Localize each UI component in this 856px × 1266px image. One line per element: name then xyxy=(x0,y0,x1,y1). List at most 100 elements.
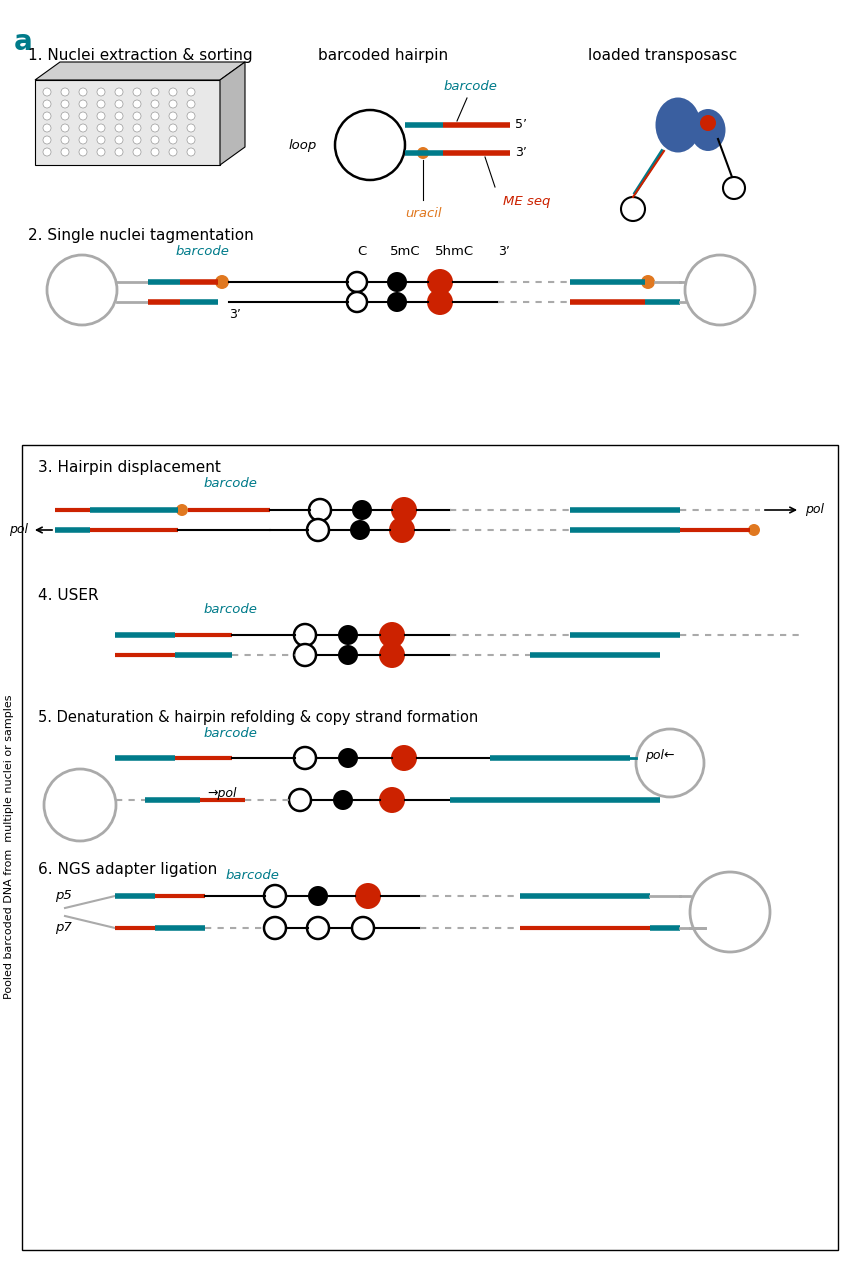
Circle shape xyxy=(215,275,229,289)
Circle shape xyxy=(355,882,381,909)
Circle shape xyxy=(338,625,358,644)
Text: a: a xyxy=(14,28,33,56)
Circle shape xyxy=(338,644,358,665)
Circle shape xyxy=(294,624,316,646)
Circle shape xyxy=(264,885,286,906)
Circle shape xyxy=(379,622,405,648)
Circle shape xyxy=(43,89,51,96)
Circle shape xyxy=(151,100,159,108)
Circle shape xyxy=(169,135,177,144)
Circle shape xyxy=(387,292,407,311)
Text: 3’: 3’ xyxy=(498,246,510,258)
Circle shape xyxy=(115,100,123,108)
Circle shape xyxy=(79,135,87,144)
Polygon shape xyxy=(35,62,245,80)
Circle shape xyxy=(700,115,716,130)
Text: Pooled barcoded DNA from  multiple nuclei or samples: Pooled barcoded DNA from multiple nuclei… xyxy=(4,695,14,999)
Circle shape xyxy=(79,100,87,108)
Circle shape xyxy=(309,499,331,522)
Circle shape xyxy=(43,111,51,120)
Circle shape xyxy=(187,148,195,156)
Circle shape xyxy=(187,111,195,120)
Text: pol: pol xyxy=(805,504,824,517)
Circle shape xyxy=(169,89,177,96)
Ellipse shape xyxy=(691,109,726,151)
Text: barcode: barcode xyxy=(203,603,257,617)
Circle shape xyxy=(387,272,407,292)
Circle shape xyxy=(264,917,286,939)
Circle shape xyxy=(347,292,367,311)
Text: 5mC: 5mC xyxy=(389,246,420,258)
Text: loop: loop xyxy=(288,138,317,152)
Circle shape xyxy=(169,124,177,132)
Text: loaded transposasc: loaded transposasc xyxy=(588,48,737,63)
Circle shape xyxy=(307,519,329,541)
Circle shape xyxy=(333,790,353,810)
Text: barcode: barcode xyxy=(225,868,279,882)
Circle shape xyxy=(151,89,159,96)
Text: 5’: 5’ xyxy=(515,119,527,132)
Text: pol: pol xyxy=(9,524,28,537)
Circle shape xyxy=(151,148,159,156)
Circle shape xyxy=(169,111,177,120)
Circle shape xyxy=(43,100,51,108)
Circle shape xyxy=(43,148,51,156)
Bar xyxy=(22,446,838,1250)
Text: barcoded hairpin: barcoded hairpin xyxy=(318,48,449,63)
Circle shape xyxy=(61,124,69,132)
Circle shape xyxy=(352,917,374,939)
Circle shape xyxy=(97,111,105,120)
Circle shape xyxy=(133,148,141,156)
Text: →pol: →pol xyxy=(207,787,236,800)
Circle shape xyxy=(97,124,105,132)
Circle shape xyxy=(352,500,372,520)
Text: p5: p5 xyxy=(55,890,72,903)
Circle shape xyxy=(151,124,159,132)
Circle shape xyxy=(307,917,329,939)
Circle shape xyxy=(115,111,123,120)
Circle shape xyxy=(115,148,123,156)
Text: barcode: barcode xyxy=(443,80,497,92)
Circle shape xyxy=(641,275,655,289)
Circle shape xyxy=(294,644,316,666)
Circle shape xyxy=(379,787,405,813)
Circle shape xyxy=(169,148,177,156)
Text: 3’: 3’ xyxy=(515,147,527,160)
Circle shape xyxy=(79,124,87,132)
Circle shape xyxy=(61,111,69,120)
Circle shape xyxy=(115,135,123,144)
Circle shape xyxy=(187,100,195,108)
Text: ME seq: ME seq xyxy=(503,195,550,208)
Text: 5hmC: 5hmC xyxy=(436,246,474,258)
Circle shape xyxy=(133,124,141,132)
Circle shape xyxy=(187,124,195,132)
Circle shape xyxy=(79,89,87,96)
Circle shape xyxy=(115,89,123,96)
Circle shape xyxy=(151,135,159,144)
Circle shape xyxy=(379,642,405,668)
Circle shape xyxy=(187,135,195,144)
Text: uracil: uracil xyxy=(405,208,441,220)
Circle shape xyxy=(43,135,51,144)
Circle shape xyxy=(43,124,51,132)
Text: C: C xyxy=(357,246,366,258)
Circle shape xyxy=(61,135,69,144)
Circle shape xyxy=(133,100,141,108)
Circle shape xyxy=(389,517,415,543)
Circle shape xyxy=(347,272,367,292)
Circle shape xyxy=(294,747,316,768)
Circle shape xyxy=(308,886,328,906)
Circle shape xyxy=(748,524,760,536)
Text: p7: p7 xyxy=(55,922,72,934)
Text: barcode: barcode xyxy=(175,246,229,258)
Circle shape xyxy=(151,111,159,120)
Circle shape xyxy=(133,111,141,120)
Circle shape xyxy=(61,89,69,96)
Text: 3’: 3’ xyxy=(229,308,241,322)
Circle shape xyxy=(417,147,429,160)
Circle shape xyxy=(350,520,370,541)
Circle shape xyxy=(97,135,105,144)
Text: 1. Nuclei extraction & sorting: 1. Nuclei extraction & sorting xyxy=(28,48,253,63)
Text: barcode: barcode xyxy=(203,727,257,741)
Text: 2. Single nuclei tagmentation: 2. Single nuclei tagmentation xyxy=(28,228,253,243)
